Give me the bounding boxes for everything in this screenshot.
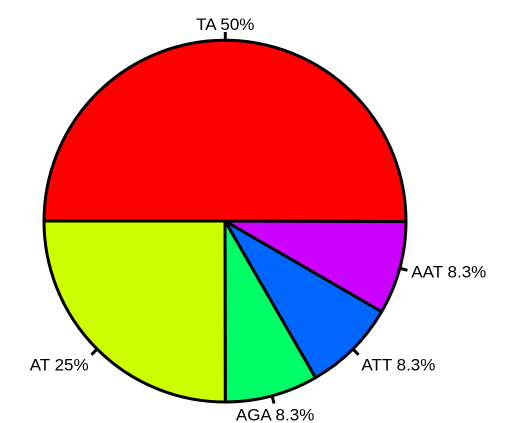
- label-tick-att: [351, 348, 360, 356]
- label-tick-aga: [270, 395, 276, 404]
- slice-labels: TA 50% AAT 8.3% ATT 8.3% AGA 8.3% AT 25%: [30, 15, 487, 423]
- slice-label-at: AT 25%: [30, 356, 89, 375]
- label-ticks: [90, 31, 408, 404]
- pie-slice-ta: [42, 38, 408, 224]
- pie-slices: [42, 38, 408, 404]
- slice-label-aat: AAT 8.3%: [411, 262, 486, 281]
- pie-slice-at: [42, 219, 227, 404]
- pie-slice-aat: [223, 219, 408, 314]
- slice-label-ta: TA 50%: [196, 15, 254, 34]
- pie-slice-att: [223, 219, 384, 380]
- pie-slice-aga: [223, 219, 317, 404]
- label-tick-at: [90, 348, 99, 356]
- slice-label-aga: AGA 8.3%: [236, 405, 314, 423]
- label-tick-aat: [399, 266, 408, 272]
- slice-label-att: ATT 8.3%: [361, 356, 435, 375]
